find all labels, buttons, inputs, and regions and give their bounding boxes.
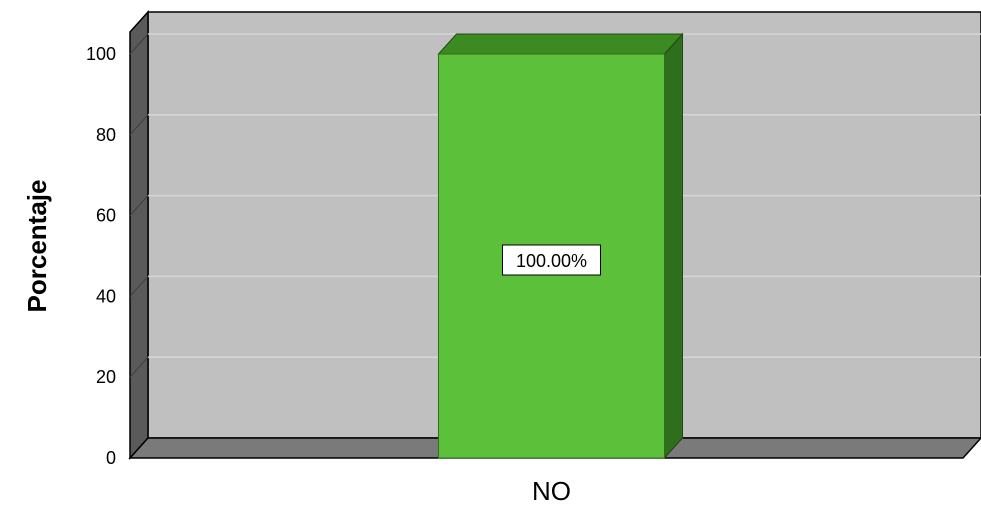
y-tick-label: 0	[106, 448, 116, 468]
y-tick-label: 40	[96, 286, 116, 306]
bar-side	[664, 32, 683, 460]
data-label: 100.00%	[516, 251, 587, 271]
bar-top	[437, 33, 684, 55]
gridline-side	[129, 276, 149, 297]
x-axis-labels: NO	[532, 476, 571, 506]
y-tick-label: 100	[86, 44, 116, 64]
y-axis-title: Porcentaje	[22, 180, 52, 313]
gridline-side	[129, 195, 149, 216]
y-tick-label: 20	[96, 367, 116, 387]
y-tick-label: 80	[96, 125, 116, 145]
bar-group: 100.00%	[437, 32, 684, 460]
data-label-box	[502, 244, 601, 276]
y-tick-label: 60	[96, 206, 116, 226]
x-category-label: NO	[532, 476, 571, 506]
y-axis-ticks: 0 20 40 60 80 100	[86, 44, 116, 468]
gridline-side	[129, 33, 149, 55]
gridline-side	[129, 356, 149, 378]
gridline-side	[129, 114, 149, 136]
bars: 100.00%	[437, 32, 684, 460]
plot-left-wall	[129, 10, 149, 460]
